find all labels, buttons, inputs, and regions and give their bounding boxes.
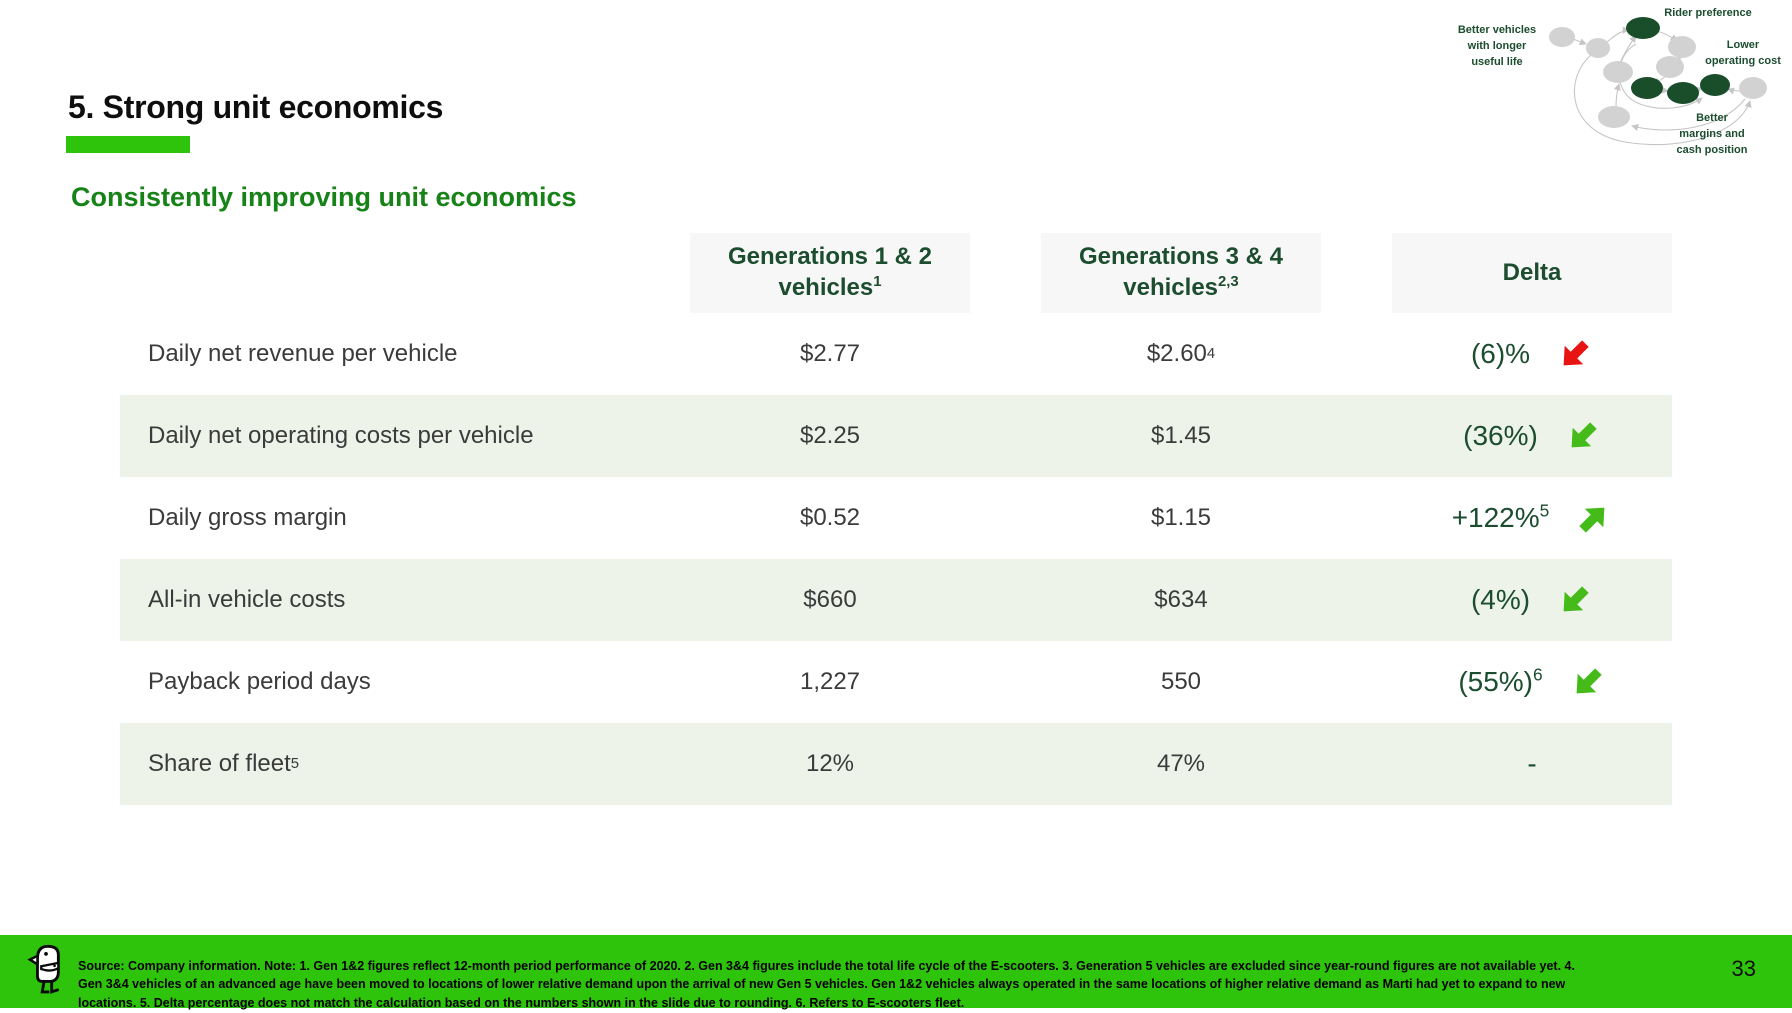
- delta-value: (36%): [1392, 395, 1672, 477]
- diagram-label-better-vehicles: with longer: [1467, 40, 1527, 52]
- page-number: 33: [1731, 956, 1756, 981]
- node-gray: [1739, 77, 1767, 99]
- delta-arrow-icon: [1548, 328, 1600, 380]
- flywheel-diagram: Rider preference Better vehicles with lo…: [1458, 7, 1781, 156]
- column-header-gen12: Generations 1 & 2 vehicles1: [690, 233, 970, 313]
- row-label: Daily gross margin: [148, 504, 347, 531]
- gen34-value: $1.45: [1150, 422, 1212, 449]
- delta-arrow-icon: [1561, 656, 1613, 708]
- diagram-nodes: [1549, 17, 1767, 128]
- node-green-rider-preference: [1626, 17, 1660, 39]
- column-header-gen34: Generations 3 & 4 vehicles2,3: [1041, 233, 1321, 313]
- gen12-value: 12%: [805, 750, 855, 777]
- gen12-value: 1,227: [799, 668, 861, 695]
- table-row: Daily net operating costs per vehicle $2…: [120, 395, 1672, 477]
- node-gray: [1586, 38, 1610, 58]
- diagram-label-better-margins: margins and: [1679, 128, 1744, 140]
- diagram-label-rider-preference: Rider preference: [1664, 7, 1751, 19]
- node-gray: [1603, 61, 1633, 83]
- diagram-connector-arrows: [1572, 26, 1752, 146]
- diagram-label-better-vehicles: useful life: [1471, 56, 1522, 68]
- table-body: Daily net revenue per vehicle $2.77 $2.6…: [120, 313, 1672, 805]
- gen12-value: $0.52: [799, 504, 861, 531]
- diagram-label-lower-operating-cost: operating cost: [1705, 55, 1781, 67]
- table-row: Payback period days 1,227 550 (55%)6: [120, 641, 1672, 723]
- diagram-label-lower-operating-cost: Lower: [1727, 39, 1760, 51]
- diagram-label-better-margins: cash position: [1677, 144, 1748, 156]
- node-green-lower-operating-cost: [1700, 74, 1730, 96]
- table-header-row: Generations 1 & 2 vehicles1 Generations …: [120, 233, 1672, 313]
- gen34-value: $2.60 4: [1146, 340, 1216, 367]
- row-label: Daily net operating costs per vehicle: [148, 422, 534, 449]
- delta-value: (6)%: [1392, 313, 1672, 395]
- row-label: Share of fleet 5: [148, 750, 300, 777]
- gen34-value: 550: [1160, 668, 1202, 695]
- delta-value: (4%): [1392, 559, 1672, 641]
- gen12-value: $2.25: [799, 422, 861, 449]
- gen12-value: $2.77: [799, 340, 861, 367]
- node-gray: [1656, 56, 1684, 78]
- row-label: All-in vehicle costs: [148, 586, 346, 613]
- slide-subtitle: Consistently improving unit economics: [71, 182, 577, 213]
- gen34-value: $1.15: [1150, 504, 1212, 531]
- footnote-text: Source: Company information. Note: 1. Ge…: [78, 958, 1575, 1011]
- delta-arrow-icon: [1556, 410, 1608, 462]
- title-accent-bar: [66, 136, 190, 153]
- marti-duck-logo: [27, 944, 60, 994]
- gen12-value: $660: [803, 586, 857, 613]
- node-green: [1631, 77, 1663, 99]
- table-row: Daily gross margin $0.52 $1.15 +122%5: [120, 477, 1672, 559]
- row-label: Daily net revenue per vehicle: [148, 340, 458, 367]
- table-row: All-in vehicle costs $660 $634 (4%): [120, 559, 1672, 641]
- delta-arrow-icon: [1568, 492, 1620, 544]
- unit-economics-table: Generations 1 & 2 vehicles1 Generations …: [120, 233, 1672, 805]
- node-gray: [1549, 27, 1575, 47]
- delta-value: +122%5: [1392, 477, 1672, 559]
- footer-bar: Source: Company information. Note: 1. Ge…: [0, 935, 1792, 1010]
- page-title: 5. Strong unit economics: [68, 89, 444, 126]
- column-header-delta: Delta: [1392, 233, 1672, 313]
- node-green: [1667, 82, 1699, 104]
- node-gray: [1598, 106, 1630, 128]
- diagram-label-better-vehicles: Better vehicles: [1458, 24, 1536, 36]
- delta-arrow-icon: [1548, 574, 1600, 626]
- delta-value: -: [1527, 748, 1537, 779]
- table-row: Daily net revenue per vehicle $2.77 $2.6…: [120, 313, 1672, 395]
- gen34-value: $634: [1154, 586, 1208, 613]
- table-row: Share of fleet 5 12% 47% -: [120, 723, 1672, 805]
- diagram-label-better-margins: Better: [1696, 112, 1729, 124]
- delta-value: (55%)6: [1392, 641, 1672, 723]
- node-gray: [1668, 36, 1696, 58]
- gen34-value: 47%: [1156, 750, 1206, 777]
- row-label: Payback period days: [148, 668, 371, 695]
- header-spacer: [120, 233, 619, 313]
